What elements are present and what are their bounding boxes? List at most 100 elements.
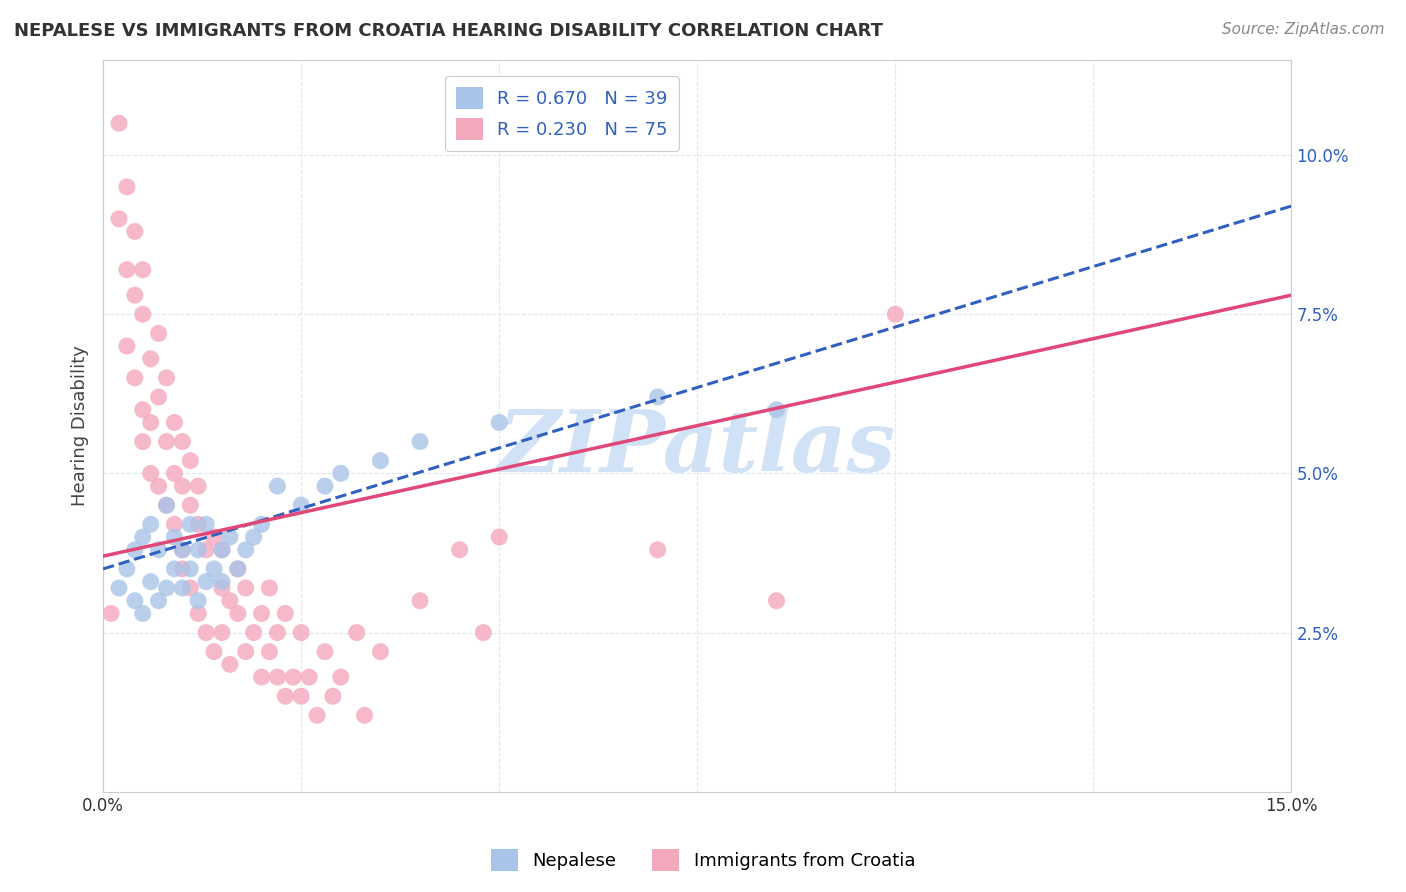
Point bbox=[290, 690, 312, 704]
Point bbox=[124, 542, 146, 557]
Point bbox=[765, 593, 787, 607]
Legend: Nepalese, Immigrants from Croatia: Nepalese, Immigrants from Croatia bbox=[484, 842, 922, 879]
Point bbox=[155, 498, 177, 512]
Point bbox=[187, 607, 209, 621]
Point bbox=[266, 670, 288, 684]
Point bbox=[765, 402, 787, 417]
Point bbox=[139, 467, 162, 481]
Point bbox=[155, 434, 177, 449]
Point bbox=[346, 625, 368, 640]
Point bbox=[235, 581, 257, 595]
Point bbox=[202, 530, 225, 544]
Point bbox=[259, 581, 281, 595]
Point bbox=[132, 530, 155, 544]
Point bbox=[187, 517, 209, 532]
Text: NEPALESE VS IMMIGRANTS FROM CROATIA HEARING DISABILITY CORRELATION CHART: NEPALESE VS IMMIGRANTS FROM CROATIA HEAR… bbox=[14, 22, 883, 40]
Point bbox=[219, 530, 242, 544]
Point bbox=[274, 690, 297, 704]
Point bbox=[179, 581, 201, 595]
Point bbox=[172, 479, 194, 493]
Point bbox=[148, 479, 170, 493]
Point bbox=[139, 351, 162, 366]
Point bbox=[314, 479, 336, 493]
Point bbox=[290, 498, 312, 512]
Point bbox=[226, 607, 249, 621]
Point bbox=[409, 593, 432, 607]
Point bbox=[259, 645, 281, 659]
Point bbox=[449, 542, 471, 557]
Point bbox=[163, 562, 186, 576]
Point bbox=[250, 517, 273, 532]
Point bbox=[115, 180, 138, 194]
Point bbox=[163, 530, 186, 544]
Point bbox=[235, 542, 257, 557]
Point bbox=[163, 517, 186, 532]
Point bbox=[314, 645, 336, 659]
Point bbox=[250, 670, 273, 684]
Point bbox=[274, 607, 297, 621]
Point bbox=[187, 542, 209, 557]
Point bbox=[488, 530, 510, 544]
Point bbox=[195, 625, 218, 640]
Point bbox=[148, 326, 170, 341]
Point bbox=[219, 657, 242, 672]
Point bbox=[283, 670, 305, 684]
Point bbox=[163, 467, 186, 481]
Point bbox=[242, 625, 264, 640]
Point bbox=[370, 453, 392, 467]
Point bbox=[172, 581, 194, 595]
Point bbox=[132, 434, 155, 449]
Point bbox=[148, 542, 170, 557]
Point bbox=[202, 645, 225, 659]
Point bbox=[195, 517, 218, 532]
Point bbox=[472, 625, 495, 640]
Point bbox=[132, 262, 155, 277]
Point bbox=[172, 562, 194, 576]
Point bbox=[250, 607, 273, 621]
Point bbox=[100, 607, 122, 621]
Point bbox=[884, 307, 907, 321]
Point bbox=[353, 708, 375, 723]
Point bbox=[179, 453, 201, 467]
Legend: R = 0.670   N = 39, R = 0.230   N = 75: R = 0.670 N = 39, R = 0.230 N = 75 bbox=[444, 76, 679, 151]
Point bbox=[124, 225, 146, 239]
Point bbox=[211, 542, 233, 557]
Point bbox=[115, 262, 138, 277]
Y-axis label: Hearing Disability: Hearing Disability bbox=[72, 345, 89, 506]
Point bbox=[139, 517, 162, 532]
Point bbox=[187, 593, 209, 607]
Point bbox=[329, 467, 352, 481]
Point bbox=[179, 498, 201, 512]
Point bbox=[211, 625, 233, 640]
Point bbox=[115, 339, 138, 353]
Point bbox=[172, 434, 194, 449]
Point bbox=[298, 670, 321, 684]
Point bbox=[148, 593, 170, 607]
Point bbox=[139, 416, 162, 430]
Point bbox=[409, 434, 432, 449]
Point bbox=[124, 371, 146, 385]
Point bbox=[322, 690, 344, 704]
Point bbox=[202, 562, 225, 576]
Point bbox=[266, 479, 288, 493]
Point bbox=[370, 645, 392, 659]
Point bbox=[226, 562, 249, 576]
Point bbox=[132, 402, 155, 417]
Point bbox=[115, 562, 138, 576]
Point bbox=[132, 307, 155, 321]
Point bbox=[172, 542, 194, 557]
Point bbox=[155, 498, 177, 512]
Point bbox=[108, 581, 131, 595]
Point bbox=[211, 581, 233, 595]
Point bbox=[647, 542, 669, 557]
Point bbox=[139, 574, 162, 589]
Point bbox=[211, 542, 233, 557]
Point bbox=[155, 371, 177, 385]
Point bbox=[226, 562, 249, 576]
Text: Source: ZipAtlas.com: Source: ZipAtlas.com bbox=[1222, 22, 1385, 37]
Point bbox=[329, 670, 352, 684]
Point bbox=[235, 645, 257, 659]
Point bbox=[305, 708, 328, 723]
Point bbox=[124, 593, 146, 607]
Point bbox=[266, 625, 288, 640]
